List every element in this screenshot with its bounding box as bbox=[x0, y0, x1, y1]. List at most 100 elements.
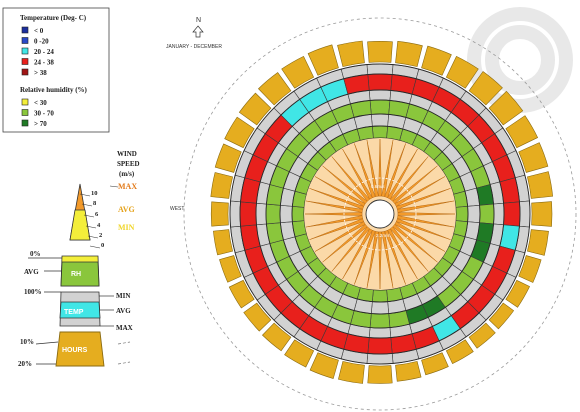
separator-ring-cell bbox=[519, 200, 531, 228]
sunshine-hours-bar bbox=[262, 322, 292, 352]
west-label: WEST bbox=[170, 206, 184, 212]
hours-left-top: 10% bbox=[20, 338, 34, 346]
north-label: N bbox=[196, 17, 201, 24]
separator-ring-cell bbox=[368, 327, 392, 339]
sunshine-hours-bar bbox=[210, 172, 233, 199]
ring-outline bbox=[279, 113, 481, 315]
legend-temp-swatch bbox=[21, 37, 29, 44]
legend-temp-label: > 38 bbox=[34, 69, 47, 77]
center-hub bbox=[365, 199, 395, 229]
legend-humidity-swatch bbox=[21, 98, 29, 106]
legend-temp-label: < 0 bbox=[34, 27, 44, 35]
humidity-cell bbox=[265, 203, 281, 225]
separator-ring-cell bbox=[493, 202, 505, 226]
wind-speed-star bbox=[304, 138, 456, 290]
sunshine-hours-bar bbox=[337, 40, 365, 67]
outer-dashed-circle bbox=[183, 17, 577, 411]
sunshine-hours-bar bbox=[213, 229, 233, 256]
sunshine-hours-bar bbox=[395, 40, 423, 67]
ring-outline bbox=[255, 89, 505, 339]
sunshine-hours-bar bbox=[531, 201, 553, 227]
sunshine-hours-bar bbox=[527, 229, 549, 256]
humidity-inner-cell bbox=[372, 289, 388, 303]
rh-left-top: 0% bbox=[30, 250, 41, 258]
legend-humidity-label: > 70 bbox=[34, 120, 47, 128]
wind-avg-tag: AVG bbox=[118, 205, 135, 214]
sunshine-hours-bar bbox=[505, 115, 539, 149]
legend-box bbox=[2, 7, 110, 133]
temp-right-avg: AVG bbox=[116, 307, 131, 315]
wind-tick-label: 4 bbox=[97, 222, 101, 229]
separator-ring-cell bbox=[366, 353, 394, 365]
legend-temp-swatch bbox=[21, 58, 29, 65]
rh-left-bottom: 100% bbox=[24, 288, 42, 296]
separator-ring-cell bbox=[255, 202, 267, 226]
sunshine-hours-bar bbox=[367, 41, 393, 63]
legend-temperature-title: Temperature (Deg- C) bbox=[20, 14, 87, 22]
rh-label: RH bbox=[71, 271, 81, 278]
sunshine-hours-bar bbox=[445, 55, 479, 89]
sunshine-hours-bar bbox=[210, 201, 229, 227]
separator-ring-cell bbox=[467, 204, 481, 224]
temp-label: TEMP bbox=[64, 309, 84, 316]
sunshine-hours-bar bbox=[284, 339, 315, 368]
north-arrow-icon bbox=[192, 25, 204, 38]
sunshine-hours-bar bbox=[505, 279, 530, 308]
temp-right-min: MIN bbox=[116, 292, 130, 300]
legend-temp-swatch bbox=[21, 47, 29, 55]
legend-temp-label: 24 - 38 bbox=[34, 59, 54, 67]
ring-outline bbox=[265, 99, 495, 329]
separator-ring-cell bbox=[229, 200, 241, 228]
humidity-inner-cell bbox=[372, 125, 388, 139]
sunshine-hours-bar bbox=[488, 302, 515, 330]
wind-tick bbox=[85, 225, 97, 229]
wind-scale-min-band bbox=[69, 209, 91, 241]
sunshine-hours-bar bbox=[219, 255, 242, 283]
period-label: JANUARY - DECEMBER bbox=[166, 44, 222, 50]
wind-max-tag: MAX bbox=[118, 182, 137, 191]
legend-humidity-label: 30 - 70 bbox=[34, 110, 54, 118]
wind-tick bbox=[81, 203, 93, 207]
wind-avg-circle bbox=[343, 177, 417, 251]
separator-ring-cell bbox=[368, 89, 392, 101]
legend-humidity-swatch bbox=[21, 109, 29, 116]
wind-tick-label: 0 bbox=[101, 242, 104, 249]
wind-tick bbox=[89, 245, 101, 249]
sunshine-hours-bar bbox=[224, 116, 255, 149]
separator-ring-cell bbox=[366, 63, 394, 75]
separator-ring-cell bbox=[279, 204, 293, 224]
wind-title-3: (m/s) bbox=[119, 170, 135, 178]
watermark-ring bbox=[467, 7, 573, 113]
humidity-inner-cell bbox=[455, 206, 469, 222]
climate-wheel bbox=[210, 40, 554, 384]
separator-ring-cell bbox=[370, 113, 390, 127]
wind-tick-label: 2 bbox=[99, 232, 102, 239]
legend-humidity-title: Relative humidity (%) bbox=[20, 86, 88, 94]
humidity-inner-cell bbox=[291, 206, 305, 222]
ring-outline bbox=[229, 63, 531, 365]
humidity-cell bbox=[369, 99, 391, 115]
sunshine-hours-bar bbox=[488, 90, 524, 126]
temp-band-cyan bbox=[59, 301, 101, 319]
sunshine-hours-bar bbox=[367, 365, 393, 384]
sunshine-hours-bar bbox=[243, 302, 272, 332]
sunshine-hours-bar bbox=[395, 361, 422, 382]
wind-tick-label: 10 bbox=[91, 190, 98, 197]
legend: Temperature (Deg- C) < 0 0 -20 20 - 24 24 -… bbox=[2, 7, 110, 133]
sunshine-hours-bar bbox=[421, 45, 452, 76]
sunshine-hours-bar bbox=[445, 339, 474, 364]
hours-label: HOURS bbox=[62, 347, 88, 354]
temp-right-max: MAX bbox=[116, 324, 133, 332]
separator-ring-cell bbox=[370, 301, 390, 315]
temperature-cell bbox=[239, 201, 257, 227]
center-label-bottom: 2.2m/s bbox=[376, 233, 390, 238]
humidity-cell bbox=[479, 203, 495, 225]
sunshine-hours-bar bbox=[258, 72, 292, 106]
sunshine-hours-bar bbox=[228, 279, 255, 309]
sunshine-hours-bar bbox=[421, 352, 449, 376]
legend-humidity-label: < 30 bbox=[34, 99, 47, 107]
wind-tick bbox=[87, 235, 99, 239]
temperature-cell bbox=[367, 337, 393, 355]
